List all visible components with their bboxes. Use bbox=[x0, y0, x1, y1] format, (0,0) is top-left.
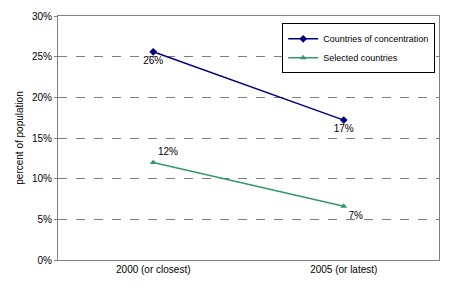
svg-text:Selected countries: Selected countries bbox=[323, 53, 398, 63]
svg-text:percent of population: percent of population bbox=[14, 91, 25, 184]
svg-text:Countries of concentration: Countries of concentration bbox=[323, 34, 428, 44]
svg-text:12%: 12% bbox=[158, 146, 178, 157]
svg-text:30%: 30% bbox=[32, 11, 52, 22]
svg-text:0%: 0% bbox=[38, 255, 53, 266]
svg-text:10%: 10% bbox=[32, 173, 52, 184]
svg-text:5%: 5% bbox=[38, 214, 53, 225]
svg-text:20%: 20% bbox=[32, 92, 52, 103]
svg-text:17%: 17% bbox=[334, 123, 354, 134]
svg-text:15%: 15% bbox=[32, 133, 52, 144]
svg-text:25%: 25% bbox=[32, 51, 52, 62]
svg-text:7%: 7% bbox=[349, 210, 364, 221]
svg-text:2000 (or closest): 2000 (or closest) bbox=[116, 264, 190, 275]
svg-text:26%: 26% bbox=[143, 55, 163, 66]
svg-text:2005 (or latest): 2005 (or latest) bbox=[310, 264, 377, 275]
